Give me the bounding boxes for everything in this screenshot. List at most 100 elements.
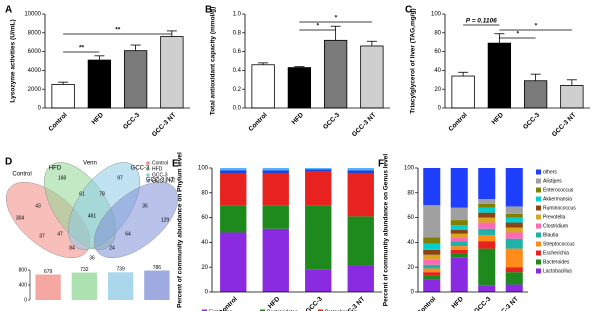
stacked-segment [450, 207, 468, 221]
stacked-segment [505, 206, 523, 214]
stacked-segment [505, 227, 523, 233]
stacked-segment [505, 217, 523, 223]
stacked-segment [347, 172, 374, 217]
y-tick-label: 60 [407, 215, 414, 221]
legend-label: Escherichia [543, 250, 569, 256]
x-tick-label: HFD [91, 111, 106, 126]
y-tick-label: 0.0 [233, 106, 242, 112]
stacked-segment [305, 205, 332, 270]
stacked-segment [478, 199, 496, 204]
stacked-segment [220, 205, 247, 233]
stacked-segment [450, 233, 468, 238]
y-tick-label: 60 [201, 215, 208, 221]
bar [123, 50, 148, 109]
legend-swatch [536, 232, 541, 238]
venn-count: 36 [89, 255, 95, 261]
venn-set [94, 181, 178, 259]
x-tick-label: GCC-3 [322, 111, 342, 131]
legend-swatch [536, 259, 541, 265]
y-tick-label: 0 [24, 297, 27, 303]
stacked-segment [423, 268, 441, 273]
bar [523, 80, 548, 109]
y-tick-label: 6000 [28, 49, 42, 55]
legend-swatch [146, 161, 150, 165]
y-tick-label: 1.0 [233, 12, 242, 18]
y-tick-label: 0.4 [233, 68, 242, 74]
legend-swatch [536, 268, 541, 274]
stacked-segment [505, 284, 523, 292]
legend-swatch [202, 309, 207, 311]
x-tick-label: HFD [267, 295, 282, 310]
legend-label: Ruminococcus [543, 205, 576, 211]
stacked-segment [423, 275, 441, 280]
stacked-segment [478, 248, 496, 286]
stacked-segment [450, 257, 468, 292]
stacked-segment [220, 172, 247, 206]
legend-label: Proteobacteria [325, 309, 358, 311]
stacked-segment [305, 269, 332, 292]
stacked-segment [347, 168, 374, 171]
y-tick-label: 0 [38, 106, 42, 112]
stacked-segment [450, 168, 468, 208]
y-tick-label: 40 [434, 68, 441, 74]
venn-count: 61 [79, 191, 85, 197]
y-tick-label: 20 [407, 265, 414, 271]
x-tick-label: Control [47, 112, 68, 133]
legend-swatch [146, 173, 150, 177]
stacked-segment [478, 207, 496, 213]
stacked-segment [505, 168, 523, 207]
y-tick-label: 40 [407, 240, 414, 246]
stacked-segment [423, 249, 441, 255]
y-tick-label: 40 [201, 240, 208, 246]
venn-count: 78 [99, 191, 105, 197]
venn-set-label: GCC-3 NT [146, 178, 175, 184]
bar [487, 42, 512, 109]
stacked-segment [220, 232, 247, 292]
significance-label: * [316, 23, 319, 30]
panel-label: A [5, 5, 12, 16]
stacked-segment [478, 217, 496, 223]
significance-label: * [516, 31, 519, 38]
significance-label: ** [79, 45, 85, 52]
panel-label: D [5, 157, 12, 168]
legend-swatch [318, 309, 323, 311]
stacked-segment [262, 228, 289, 292]
y-tick-label: 400 [19, 282, 28, 288]
stacked-segment [220, 168, 247, 171]
venn-count: 461 [88, 213, 97, 219]
y-tick-label: 10000 [24, 12, 41, 18]
venn-count: 129 [161, 217, 170, 223]
bar [323, 39, 348, 109]
legend-label: Blautia [543, 232, 559, 238]
stacked-segment [505, 248, 523, 268]
x-tick-label: GCC-3 [122, 111, 142, 131]
y-axis-label: Triacylglycerol of liver (TAG,mg/g) [410, 8, 417, 113]
bar [144, 270, 170, 300]
legend-swatch [536, 178, 541, 184]
stacked-segment [478, 285, 496, 292]
significance-label: P = 0.1106 [466, 18, 497, 25]
bar [360, 45, 384, 109]
legend-swatch [536, 250, 541, 256]
stacked-segment [423, 237, 441, 244]
y-tick-label: 20 [201, 265, 208, 271]
panel-label: C [405, 5, 412, 16]
legend-label: Akkermansia [543, 196, 572, 202]
stacked-segment [423, 259, 441, 265]
stacked-segment [450, 237, 468, 242]
stacked-segment [347, 216, 374, 266]
y-axis-label: Percent of community abundance on Genus … [383, 154, 390, 307]
bar [160, 36, 184, 109]
bar [71, 272, 98, 300]
legend-swatch [536, 205, 541, 211]
venn-count: 64 [125, 231, 131, 237]
stacked-segment [305, 171, 332, 206]
stacked-segment [450, 253, 468, 258]
venn-count: 24 [109, 245, 115, 251]
legend-label: Prevotella [543, 214, 565, 220]
significance-label: * [534, 23, 537, 30]
legend-label: Streptococcus [543, 241, 575, 247]
venn-count: 35 [142, 203, 148, 209]
x-tick-label: Control [247, 112, 268, 133]
